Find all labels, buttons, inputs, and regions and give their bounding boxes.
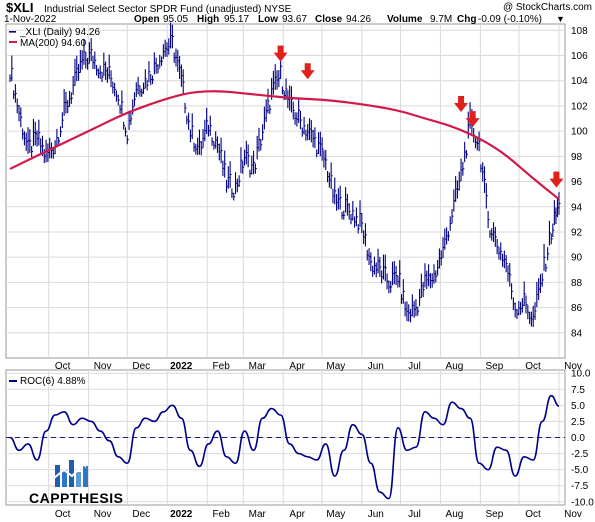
roc-x-tick: Sep [485, 509, 503, 520]
roc-y-tick: 5.0 [571, 401, 585, 412]
price-x-tick: Feb [213, 361, 231, 372]
price-x-tick: Nov [94, 361, 112, 372]
open-label: Open [134, 14, 160, 25]
roc-x-tick: Oct [55, 509, 71, 520]
price-x-tick: Mar [249, 361, 267, 372]
price-x-tick: Sep [485, 361, 503, 372]
roc-x-tick: Jun [368, 509, 384, 520]
price-y-tick: 102 [571, 101, 588, 112]
logo-chart-icon [53, 460, 88, 487]
price-y-tick: 90 [571, 253, 583, 264]
price-y-tick: 88 [571, 278, 583, 289]
price-y-tick: 84 [571, 328, 583, 339]
price-x-tick: 2022 [170, 361, 193, 372]
price-x-tick: May [326, 361, 345, 372]
down-arrow-icon [465, 111, 480, 128]
down-arrow-icon [454, 96, 469, 113]
close-label: Close [315, 14, 343, 25]
roc-x-tick: May [326, 509, 345, 520]
down-arrow-annotations [273, 45, 564, 188]
ma200-line [9, 90, 560, 201]
volume-value: 9.7M [430, 14, 452, 25]
price-y-tick: 86 [571, 303, 583, 314]
price-y-tick: 94 [571, 202, 583, 213]
roc-y-tick: 7.5 [571, 385, 585, 396]
price-x-tick: Apr [289, 361, 305, 372]
roc-x-tick-labels: Oct Nov Dec 2022 Feb Mar Apr May Jun Jul Aug Sep Oct… [55, 509, 582, 520]
roc-y-tick-labels: -10.0 -7.5 -5.0 -2.5 0.0 2.5 5.0 7.5 10.0 [571, 369, 594, 509]
price-x-tick: Oct [525, 361, 541, 372]
price-y-tick-labels: 84 86 88 90 92 94 96 98 100 102 104 106 108 [571, 26, 588, 339]
price-legend-swatch [9, 31, 16, 33]
price-x-tick: Oct [55, 361, 71, 372]
roc-legend: ROC(6) 4.88% [20, 376, 86, 387]
logo-text: CAPPTHESIS [29, 490, 123, 506]
down-arrow-icon [549, 171, 564, 188]
down-marker: ▼ [556, 14, 565, 24]
roc-x-tick: Feb [213, 509, 231, 520]
high-value: 95.17 [224, 14, 249, 25]
price-y-tick: 108 [571, 26, 588, 37]
roc-y-tick: 10.0 [571, 369, 591, 380]
roc-x-tick: 2022 [170, 509, 193, 520]
open-value: 95.05 [163, 14, 188, 25]
ma-legend: MA(200) 94.60 [20, 38, 87, 49]
roc-x-tick: Nov [564, 509, 582, 520]
roc-x-tick: Mar [249, 509, 267, 520]
price-y-tick: 100 [571, 127, 588, 138]
chg-label: Chg [457, 14, 476, 25]
price-x-tick: Aug [446, 361, 464, 372]
price-y-tick: 104 [571, 76, 588, 87]
roc-y-tick: -10.0 [571, 497, 594, 508]
high-label: High [197, 14, 219, 25]
low-label: Low [258, 14, 278, 25]
roc-x-tick: Apr [289, 509, 305, 520]
capp-thesis-logo: CAPPTHESIS [29, 460, 123, 506]
fund-name-label: Industrial Select Sector SPDR Fund (unad… [44, 4, 292, 15]
roc-x-tick: Dec [132, 509, 150, 520]
price-y-tick: 106 [571, 51, 588, 62]
price-bars [9, 22, 561, 327]
roc-x-tick: Aug [446, 509, 464, 520]
roc-legend-swatch [9, 380, 17, 382]
roc-x-tick: Jul [408, 509, 421, 520]
roc-y-tick: -7.5 [571, 481, 589, 492]
roc-line [9, 394, 560, 500]
price-legend: _XLI (Daily) 94.26 [19, 27, 100, 38]
low-value: 93.67 [282, 14, 307, 25]
roc-x-tick: Oct [525, 509, 541, 520]
close-value: 94.26 [346, 14, 371, 25]
price-y-tick: 96 [571, 177, 583, 188]
ma-legend-swatch [9, 41, 17, 43]
down-arrow-icon [300, 63, 315, 80]
price-x-tick: Jul [408, 361, 421, 372]
price-y-tick: 92 [571, 227, 583, 238]
roc-y-tick: -5.0 [571, 465, 589, 476]
price-x-tick: Nov [564, 361, 582, 372]
price-y-tick: 98 [571, 152, 583, 163]
date-label: 1-Nov-2022 [4, 14, 57, 25]
roc-y-tick: -2.5 [571, 449, 589, 460]
symbol-label: $XLI [6, 0, 33, 15]
chg-value: -0.09 (-0.10%) [478, 14, 542, 25]
price-x-tick: Jun [368, 361, 384, 372]
price-x-tick: Dec [132, 361, 150, 372]
roc-x-tick: Nov [94, 509, 112, 520]
roc-y-tick: 0.0 [571, 433, 585, 444]
price-x-tick-labels: Oct Nov Dec 2022 Feb Mar Apr May Jun Jul Aug Sep Oct… [55, 361, 582, 372]
roc-y-tick: 2.5 [571, 417, 585, 428]
down-arrow-icon [273, 45, 288, 62]
watermark: @ StockCharts.com [503, 2, 592, 13]
roc-gridlines [6, 370, 565, 505]
volume-label: Volume [387, 14, 423, 25]
